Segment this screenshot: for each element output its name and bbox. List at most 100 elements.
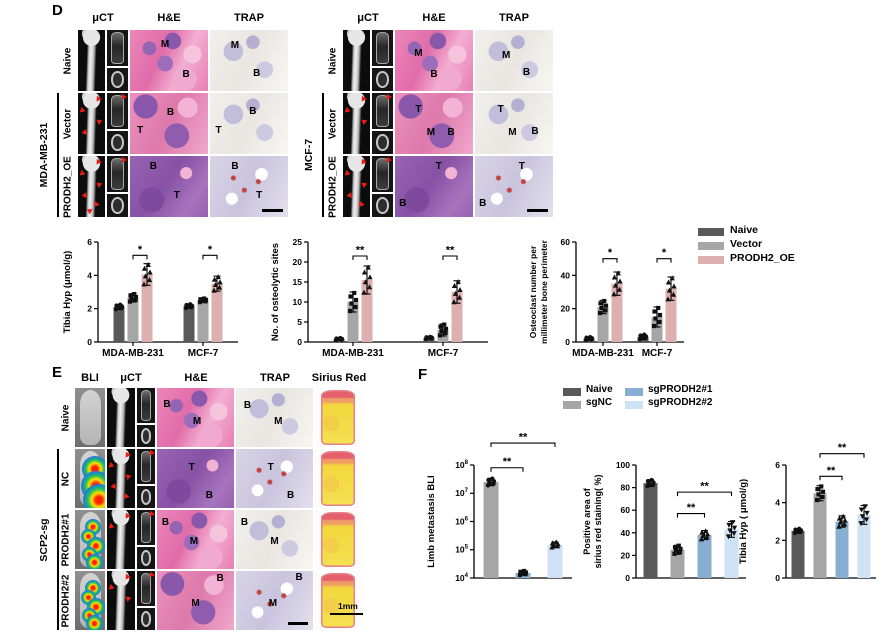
arrowhead-icon [108, 583, 116, 592]
bone-xray-shape [111, 95, 124, 127]
svg-text:**: ** [356, 245, 365, 257]
bli-image [75, 449, 105, 508]
svg-text:0: 0 [565, 337, 570, 347]
row-label-3: PRODH2_OE [327, 155, 339, 218]
row-label-3: PRODH2_OE [62, 155, 74, 218]
bone-ring-shape [140, 549, 152, 566]
arrowhead-icon [95, 119, 103, 126]
arrowhead-icon [79, 169, 87, 177]
arrowhead-icon [93, 158, 102, 166]
uct-cross-section [137, 424, 155, 447]
tissue-label-b: B [447, 127, 455, 139]
bli-image [75, 571, 105, 630]
svg-text:MCF-7: MCF-7 [188, 348, 219, 359]
svg-text:100: 100 [616, 460, 630, 470]
arrowhead-icon [80, 128, 87, 136]
bone-xray-shape [111, 158, 124, 190]
arrowhead-icon [93, 95, 102, 103]
tissue-label-b: B [243, 399, 252, 411]
uct-cross-section [107, 130, 128, 154]
svg-text:MDA-MB-231: MDA-MB-231 [572, 348, 634, 359]
uct-cross-section [137, 485, 155, 508]
uct-3d-image [107, 449, 135, 508]
tissue-label-b: B [253, 67, 261, 79]
svg-text:0: 0 [87, 337, 92, 347]
svg-text:104: 104 [455, 573, 468, 583]
column-header-4: TRAP [260, 372, 290, 384]
arrowhead-icon [95, 182, 103, 189]
uct-cross-section [137, 607, 155, 630]
legend-swatch [625, 401, 643, 409]
arrowhead-icon [92, 200, 100, 208]
legend-swatch [698, 256, 724, 264]
uct-xray-long [372, 30, 393, 66]
tissue-label-m: M [502, 49, 511, 61]
bone-sirius-shape [320, 389, 356, 446]
arrowhead-icon [358, 158, 367, 166]
svg-text:105: 105 [455, 545, 468, 555]
tissue-label-b: B [479, 198, 487, 210]
svg-text:*: * [608, 247, 613, 259]
arrowhead-icon [344, 106, 352, 114]
arrowhead-icon [344, 169, 352, 177]
tissue-label-b: B [163, 398, 171, 410]
uct-3d-image [107, 510, 135, 569]
svg-text:0: 0 [775, 573, 780, 583]
tissue-label-t: T [267, 461, 274, 473]
mouse-silhouette [79, 390, 101, 445]
arrowhead-icon [123, 573, 132, 581]
svg-text:4: 4 [775, 498, 780, 508]
row-label-4: PRODH2#2 [60, 574, 72, 627]
arrowhead-icon [123, 451, 132, 459]
tissue-label-b: B [216, 573, 224, 585]
group-label: MDA-MB-231 [38, 122, 50, 188]
svg-text:No. of osteolytic sites: No. of osteolytic sites [270, 243, 281, 341]
uct-xray-tiles [137, 510, 155, 569]
uct-3d-image [78, 93, 105, 154]
tissue-label-m: M [191, 598, 200, 610]
uct-3d-image [343, 156, 370, 217]
sirius-red-image [315, 571, 362, 630]
svg-text:sirius red staining( %): sirius red staining( %) [593, 474, 603, 568]
bone-ring-shape [376, 71, 389, 88]
tissue-label-m: M [426, 127, 436, 139]
svg-text:60: 60 [561, 237, 571, 247]
svg-text:6: 6 [87, 237, 92, 247]
uct-xray-tiles [372, 93, 393, 154]
svg-text:5: 5 [297, 317, 302, 327]
arrowhead-icon [123, 512, 132, 520]
group-label: MCF-7 [303, 138, 315, 172]
svg-text:0: 0 [625, 573, 630, 583]
column-header-1: BLI [81, 372, 99, 384]
tissue-label-b: B [287, 489, 295, 501]
bone-xray-shape [140, 390, 152, 421]
tissue-label-b: B [240, 516, 249, 528]
chart-osteolytic-sites: 0 5 10 15 20 25 No. of osteolytic sites MDA-MB-… [270, 228, 494, 360]
bli-image [75, 510, 105, 569]
svg-text:**: ** [838, 442, 847, 454]
legend-swatch [698, 228, 724, 236]
bli-image [75, 388, 105, 447]
svg-text:107: 107 [455, 488, 468, 498]
legend-label: Naive [586, 384, 613, 395]
group-bracket-line [57, 449, 59, 630]
uct-xray-long [372, 93, 393, 129]
svg-text:15: 15 [293, 277, 303, 287]
svg-text:**: ** [687, 502, 696, 514]
tissue-label-m: M [160, 38, 170, 50]
sirius-red-image [315, 449, 362, 508]
tissue-label-m: M [414, 48, 423, 60]
svg-text:6: 6 [775, 460, 780, 470]
bone-ring-shape [140, 427, 152, 444]
row-label-2: NC [60, 471, 72, 486]
